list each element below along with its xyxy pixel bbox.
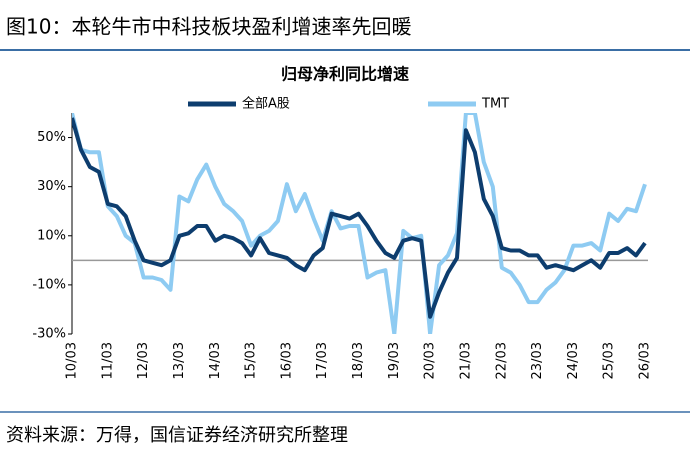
x-tick-label: 23/03	[530, 342, 545, 379]
x-tick-label: 25/03	[602, 342, 617, 379]
x-tick-label: 22/03	[494, 342, 509, 379]
x-tick-label: 13/03	[172, 342, 187, 379]
y-tick-label: -10%	[32, 277, 66, 292]
x-tick-label: 20/03	[423, 342, 438, 379]
x-tick-label: 18/03	[351, 342, 366, 379]
x-tick-label: 17/03	[315, 342, 330, 379]
source-note: 资料来源：万得，国信证券经济研究所整理	[6, 425, 348, 446]
x-tick-label: 21/03	[458, 342, 473, 379]
x-tick-label: 11/03	[100, 342, 115, 379]
x-tick-label: 10/03	[65, 342, 80, 379]
y-tick-label: 50%	[37, 130, 66, 145]
y-tick-label: 30%	[37, 179, 66, 194]
x-tick-label: 14/03	[208, 342, 223, 379]
x-tick-label: 19/03	[387, 342, 402, 379]
x-tick-label: 26/03	[638, 342, 653, 379]
y-tick-label: 10%	[37, 228, 66, 243]
x-tick-label: 12/03	[136, 342, 151, 379]
x-tick-label: 16/03	[279, 342, 294, 379]
x-tick-label: 15/03	[244, 342, 259, 379]
series-line	[72, 113, 647, 334]
series-line	[72, 117, 647, 319]
legend-label: TMT	[481, 97, 509, 112]
chart-title: 归母净利同比增速	[281, 65, 409, 84]
y-tick-label: -30%	[32, 327, 66, 342]
legend-label: 全部A股	[242, 96, 290, 112]
x-tick-label: 24/03	[566, 342, 581, 379]
figure-title: 图10：本轮牛市中科技板块盈利增速率先回暖	[6, 15, 411, 39]
